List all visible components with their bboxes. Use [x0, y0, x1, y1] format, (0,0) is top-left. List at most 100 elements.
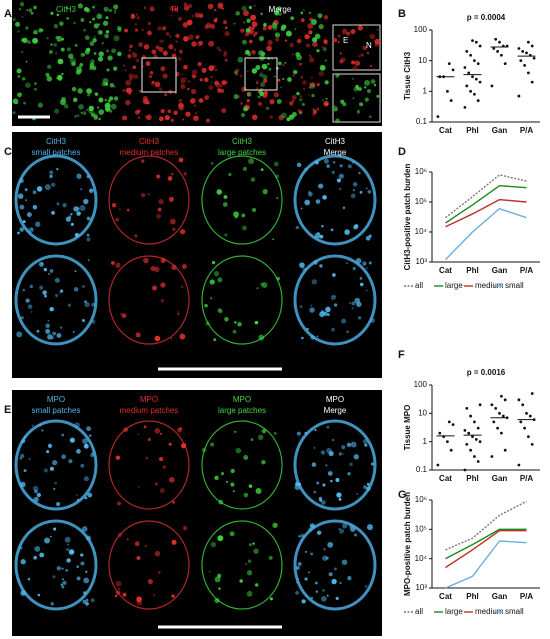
- texture: [160, 299, 165, 303]
- texture: [110, 103, 117, 110]
- texture: [301, 336, 304, 340]
- texture: [65, 568, 69, 572]
- texture: [246, 70, 249, 73]
- texture: [143, 44, 150, 50]
- texture: [337, 34, 341, 38]
- texture: [60, 99, 66, 106]
- texture: [57, 40, 59, 42]
- texture: [233, 94, 239, 100]
- data-point: [447, 420, 451, 424]
- texture: [269, 597, 273, 601]
- texture: [251, 68, 258, 74]
- texture: [351, 307, 354, 310]
- data-point: [469, 448, 472, 452]
- texture: [356, 110, 360, 114]
- column-header: Merge: [324, 406, 347, 415]
- texture: [339, 52, 342, 55]
- texture: [81, 318, 86, 323]
- texture: [49, 466, 54, 471]
- texture: [70, 222, 74, 226]
- texture: [47, 443, 53, 449]
- texture: [356, 493, 359, 496]
- texture: [88, 434, 92, 438]
- texture: [295, 590, 299, 595]
- texture: [134, 22, 138, 26]
- texture: [137, 116, 140, 119]
- texture: [288, 114, 295, 120]
- texture: [301, 102, 305, 106]
- texture: [321, 500, 326, 505]
- texture: [246, 92, 251, 97]
- texture: [67, 303, 72, 307]
- texture: [285, 30, 292, 37]
- texture: [93, 23, 99, 29]
- texture: [160, 66, 166, 72]
- texture: [80, 52, 85, 57]
- texture: [185, 77, 187, 80]
- data-point: [527, 435, 530, 439]
- texture: [80, 561, 85, 566]
- texture: [68, 459, 73, 464]
- texture: [223, 195, 228, 199]
- texture: [171, 539, 177, 545]
- texture: [187, 88, 190, 91]
- texture: [117, 532, 123, 538]
- texture: [299, 111, 302, 115]
- texture: [296, 581, 299, 584]
- texture: [148, 74, 153, 78]
- texture: [170, 14, 173, 17]
- x-tick-label: Gan: [492, 126, 508, 135]
- texture: [175, 40, 178, 43]
- texture: [248, 158, 255, 165]
- texture: [248, 484, 253, 488]
- texture: [246, 590, 253, 597]
- data-point: [498, 40, 501, 44]
- texture: [298, 535, 301, 538]
- texture: [90, 112, 95, 117]
- texture: [309, 307, 315, 313]
- texture: [90, 453, 95, 458]
- y-tick-label: 10⁶: [415, 167, 427, 176]
- texture: [34, 545, 41, 552]
- texture: [359, 277, 363, 280]
- tissue-outline: [108, 255, 190, 345]
- texture: [51, 182, 56, 187]
- texture: [309, 82, 313, 87]
- texture: [333, 295, 336, 298]
- column-header: large patches: [218, 148, 266, 157]
- legend-label: small: [505, 281, 524, 290]
- inset-label: N: [366, 41, 372, 50]
- y-tick-label: 1: [423, 86, 428, 95]
- tissue-outline: [293, 419, 377, 511]
- texture: [57, 74, 63, 81]
- texture: [301, 599, 306, 604]
- texture: [312, 108, 315, 111]
- texture: [243, 492, 249, 498]
- texture: [237, 56, 244, 63]
- data-point: [525, 51, 528, 55]
- data-point: [527, 40, 530, 44]
- texture: [52, 575, 56, 579]
- data-point: [465, 443, 469, 446]
- texture: [55, 77, 58, 80]
- texture: [207, 3, 214, 10]
- texture: [276, 196, 279, 199]
- texture: [280, 86, 282, 89]
- texture: [358, 54, 361, 58]
- texture: [83, 476, 89, 482]
- texture: [39, 285, 44, 290]
- texture: [31, 424, 34, 427]
- series-line: [445, 184, 527, 224]
- texture: [119, 313, 122, 315]
- texture: [258, 90, 262, 94]
- texture: [303, 87, 306, 90]
- texture: [204, 303, 208, 308]
- texture: [364, 79, 371, 86]
- texture: [154, 428, 161, 434]
- texture: [234, 321, 237, 324]
- texture: [214, 68, 218, 72]
- data-point: [503, 398, 507, 402]
- texture: [245, 28, 251, 33]
- texture: [344, 229, 350, 235]
- texture: [158, 571, 161, 574]
